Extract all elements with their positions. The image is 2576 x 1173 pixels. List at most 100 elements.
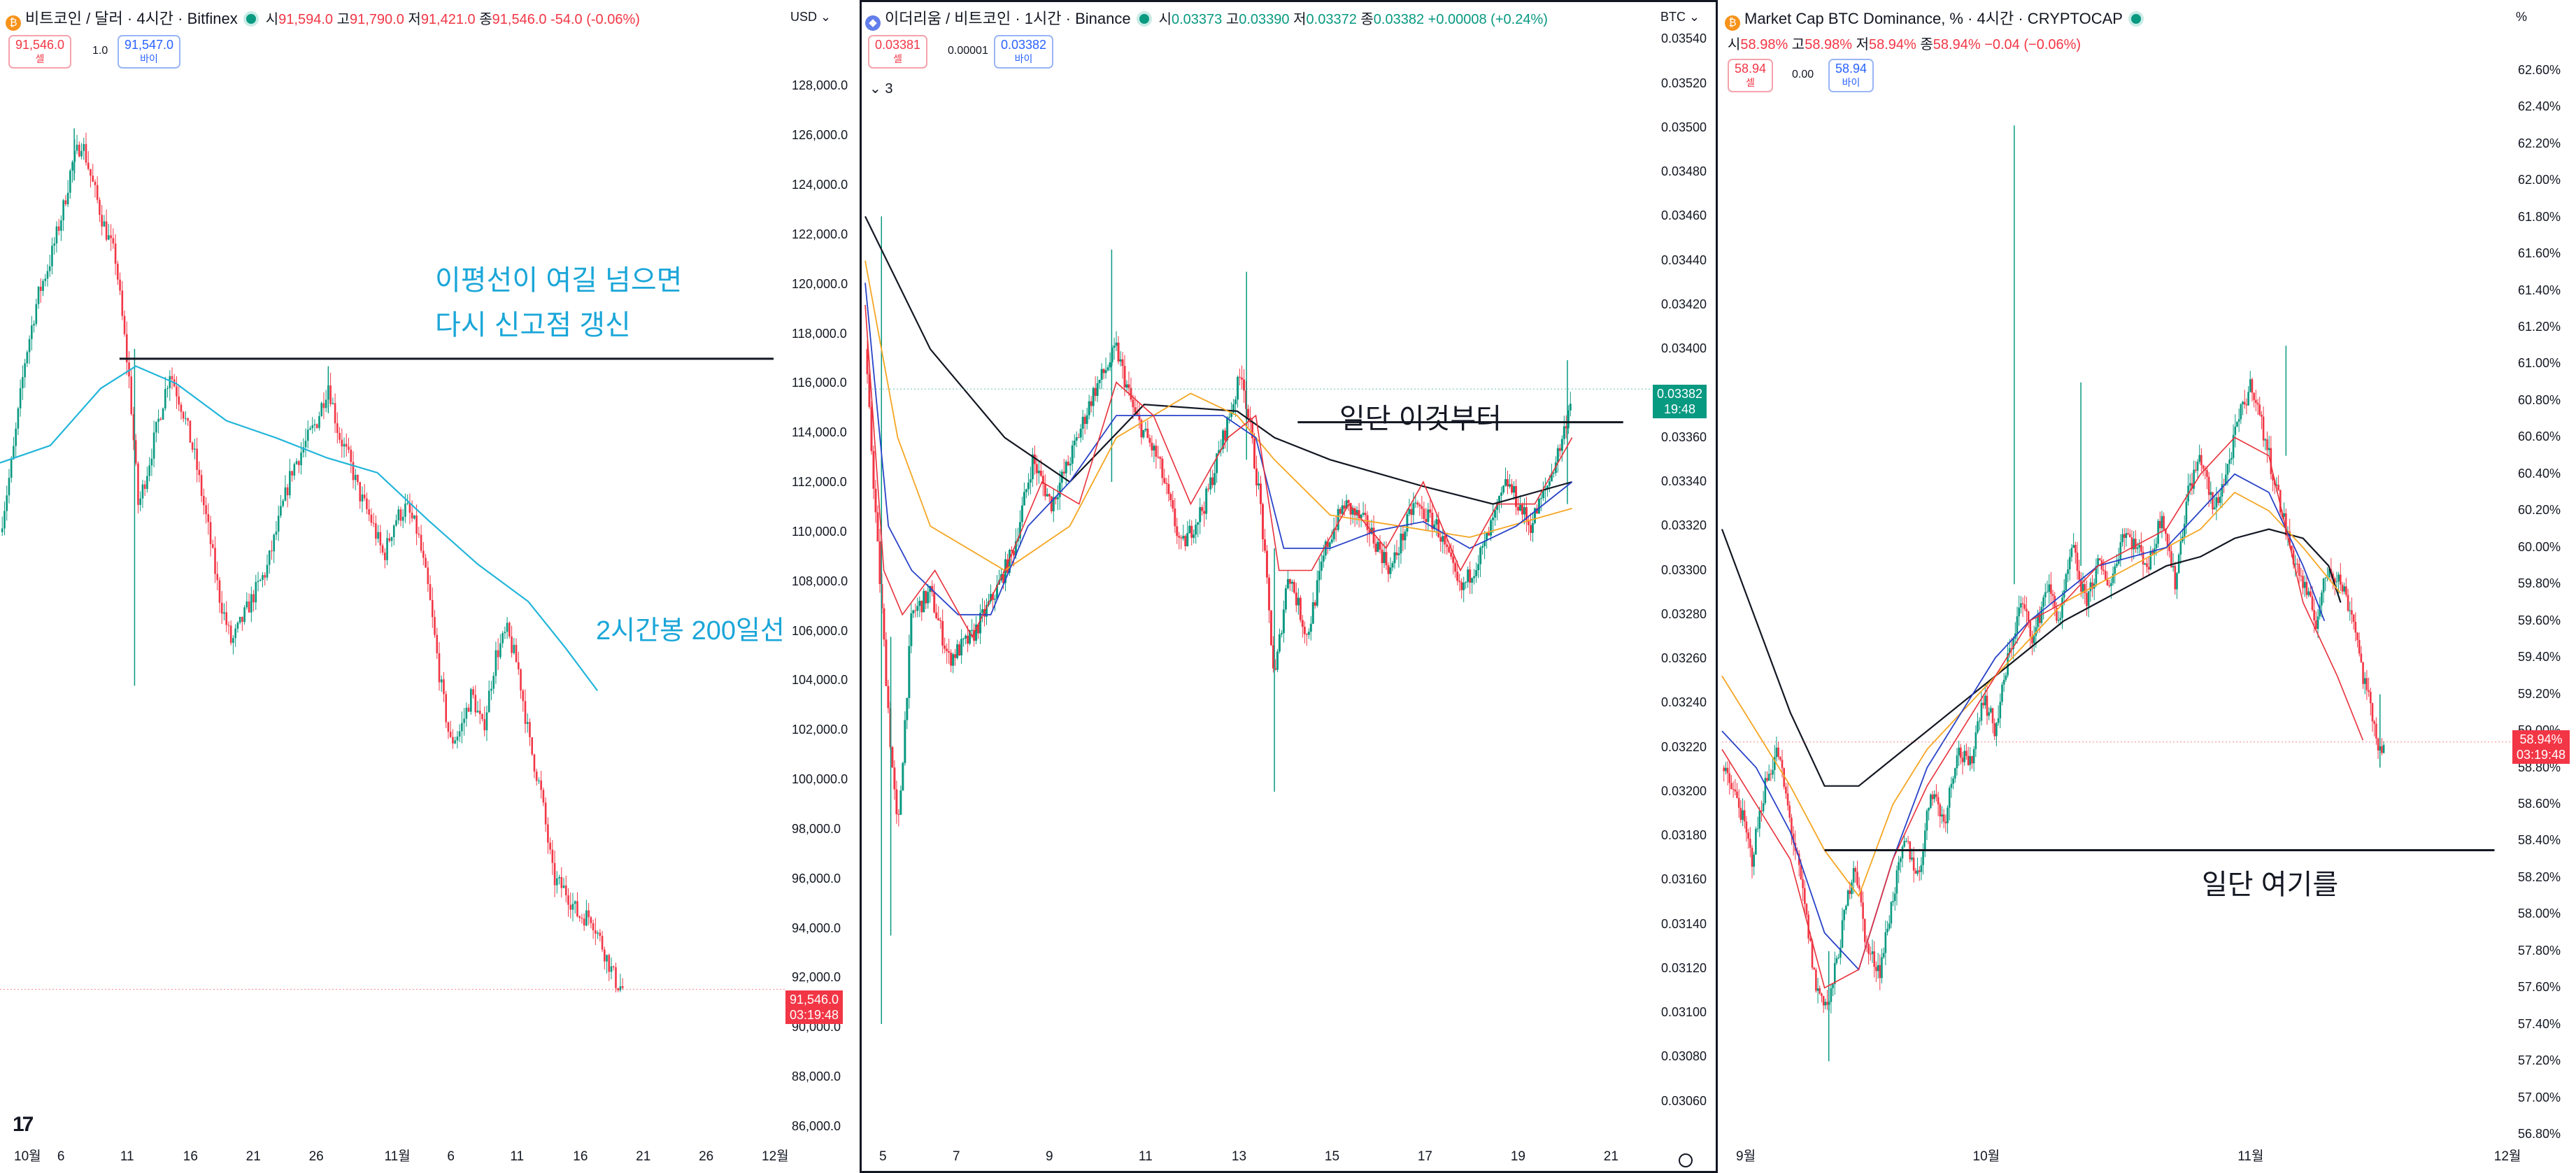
candle-body (1190, 525, 1193, 538)
candle-body (454, 740, 456, 744)
candle-body (1079, 428, 1082, 438)
candle-body (1184, 536, 1187, 546)
chart-panel-btc-usd[interactable]: ₿ 비트코인 / 달러 · 4시간 · Bitfinex 시91,594.0 고91… (0, 0, 858, 1173)
candle-body (2076, 553, 2079, 571)
market-open-status-icon (1139, 14, 1149, 24)
sell-button[interactable]: 58.94 셀 (1728, 59, 1774, 92)
chart-panel-btc-dominance[interactable]: ₿ Market Cap BTC Dominance, % · 4시간 · CRY… (1719, 0, 2576, 1173)
buy-label: 바이 (1842, 77, 1860, 88)
candle-body (302, 447, 305, 453)
candle-body (1521, 504, 1523, 515)
btc-dominance-plot[interactable] (1719, 0, 2576, 1173)
ohlc-value: +0.00008 (+0.24%) (1428, 12, 1548, 27)
currency-unit-menu[interactable]: BTC ⌄ (1660, 10, 1700, 24)
x-tick-label: 11 (120, 1149, 134, 1164)
candle-body (1502, 485, 1505, 493)
candle-body (1416, 502, 1419, 505)
candle-body (413, 515, 415, 519)
candle-body (2065, 574, 2068, 590)
symbol-title[interactable]: 이더리움 / 비트코인 · 1시간 · Binance (885, 10, 1131, 27)
candle-body (583, 918, 585, 926)
candle-body (408, 503, 411, 513)
settings-gear-icon[interactable] (1679, 1153, 1693, 1167)
sell-button[interactable]: 0.03381 셀 (868, 35, 928, 69)
candle-body (53, 243, 55, 246)
bar-countdown: 03:19:48 (790, 1008, 839, 1022)
x-tick-label: 15 (1324, 1149, 1340, 1164)
sell-label: 셀 (35, 53, 45, 64)
candle-body (449, 732, 452, 737)
chart-panel-eth-btc[interactable]: ◆ 이더리움 / 비트코인 · 1시간 · Binance 시0.03373 고0.… (860, 0, 1718, 1173)
candle-body (2285, 513, 2287, 536)
candle-body (2082, 583, 2084, 592)
symbol-title[interactable]: 비트코인 / 달러 · 4시간 · Bitfinex (25, 10, 238, 27)
candle-body (1473, 576, 1476, 578)
candle-body (368, 509, 370, 515)
candle-body (456, 737, 459, 741)
candle-body (1123, 366, 1126, 388)
candle-body (608, 955, 611, 972)
y-tick-label: 61.80% (2518, 209, 2561, 224)
chevron-down-icon: ⌄ (869, 81, 881, 97)
candle-body (159, 418, 162, 420)
candle-body (1263, 539, 1266, 551)
candle-body (553, 862, 556, 886)
buy-button[interactable]: 58.94 바이 (1828, 59, 1874, 92)
candle-body (2174, 566, 2177, 590)
candle-body (90, 169, 92, 176)
candle-body (2206, 470, 2208, 477)
candle-body (266, 564, 269, 578)
candle-body (1385, 552, 1388, 566)
candle-body (2298, 564, 2300, 576)
indicators-collapse-toggle[interactable]: ⌄ 3 (869, 80, 892, 97)
candle-body (2258, 404, 2261, 415)
candle-body (196, 448, 198, 470)
buy-button[interactable]: 91,547.0 바이 (118, 35, 181, 69)
candle-body (325, 399, 327, 408)
candle-body (1113, 346, 1116, 348)
currency-unit-menu[interactable]: USD ⌄ (790, 10, 832, 24)
candle-body (114, 243, 117, 264)
candle-body (2213, 507, 2216, 510)
candle-body (1944, 821, 1947, 823)
candle-body (941, 620, 944, 646)
candle-body (1886, 928, 1888, 932)
buy-button[interactable]: 0.03382 바이 (994, 35, 1054, 69)
candle-body (1483, 541, 1486, 546)
candle-body (1444, 536, 1446, 545)
candle-body (1018, 522, 1021, 539)
candle-body (1395, 552, 1398, 555)
eth-btc-plot[interactable] (860, 0, 1718, 1173)
candle-body (1723, 767, 1725, 772)
candle-body (1176, 526, 1179, 536)
candle-body (445, 694, 448, 723)
candle-body (2185, 502, 2188, 524)
candle-body (51, 246, 53, 266)
candle-body (1280, 633, 1283, 634)
candle-body (60, 220, 62, 231)
candle-body (979, 613, 982, 634)
y-tick-label: 57.40% (2518, 1016, 2561, 1031)
candle-body (2050, 584, 2052, 595)
candle-body (44, 278, 47, 281)
candle-body (1117, 342, 1120, 362)
candle-body (1041, 476, 1044, 484)
candle-body (1819, 988, 1821, 994)
sell-button[interactable]: 91,546.0 셀 (8, 35, 72, 69)
candle-body (1895, 870, 1898, 894)
y-tick-label: 0.03100 (1661, 1005, 1707, 1020)
candle-body (524, 701, 527, 724)
ohlc-value: 58.94% (1869, 37, 1921, 52)
candle-body (1500, 492, 1503, 496)
symbol-title[interactable]: Market Cap BTC Dominance, % · 4시간 · CRYP… (1744, 10, 2123, 27)
candle-body (1488, 532, 1490, 536)
candle-body (1067, 462, 1069, 466)
btc-usd-plot[interactable] (0, 0, 858, 1173)
candle-body (1119, 359, 1122, 362)
y-tick-label: 0.03300 (1661, 562, 1707, 577)
candle-body (2266, 439, 2268, 450)
candle-body (891, 747, 894, 768)
ohlc-key: 고 (1791, 37, 1805, 52)
y-tick-label: 59.20% (2518, 686, 2561, 701)
candle-body (1086, 415, 1088, 425)
